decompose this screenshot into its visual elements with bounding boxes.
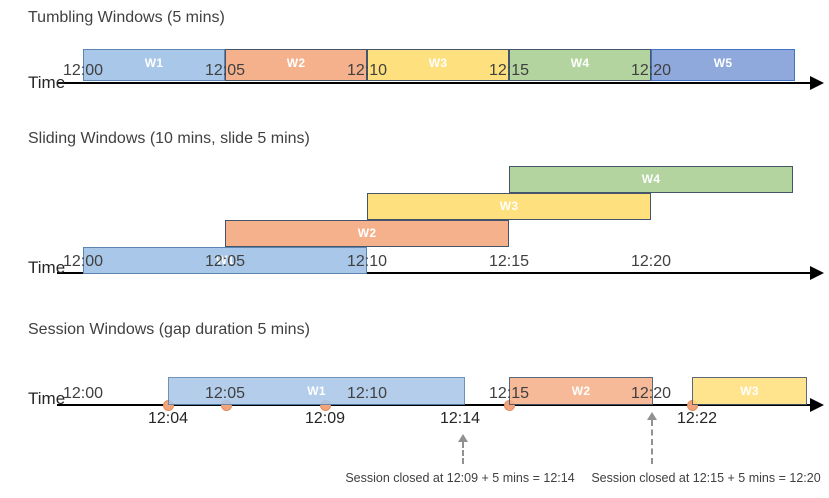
window-label: W1 bbox=[144, 56, 164, 70]
session-tick-1200: 12:00 bbox=[62, 385, 104, 402]
session-closed-annotation-2: Session closed at 12:15 + 5 mins = 12:20 bbox=[591, 471, 821, 485]
tumbling-time-axis bbox=[57, 81, 812, 84]
event-time-label-1222: 12:22 bbox=[676, 410, 718, 427]
session-window-box-w1: W1 bbox=[168, 377, 465, 405]
session-time-axis-label: Time bbox=[28, 389, 66, 408]
sliding-tick-1220: 12:20 bbox=[630, 253, 672, 270]
window-label: W2 bbox=[571, 384, 591, 398]
sliding-window-box-w1: W1 bbox=[83, 247, 367, 274]
window-label: W3 bbox=[428, 56, 448, 70]
sliding-axis-arrowhead-icon bbox=[810, 266, 824, 280]
window-label: W2 bbox=[357, 226, 377, 240]
tumbling-axis-arrowhead-icon bbox=[810, 76, 824, 90]
tumbling-tick-1210: 12:10 bbox=[346, 62, 388, 79]
session-window-box-w3: W3 bbox=[692, 377, 807, 405]
tumbling-window-box-w3: W3 bbox=[367, 49, 509, 81]
window-label: W1 bbox=[215, 253, 235, 267]
sliding-tick-1210: 12:10 bbox=[346, 253, 388, 270]
tumbling-window-box-w5: W5 bbox=[651, 49, 795, 81]
session-tick-1210: 12:10 bbox=[346, 385, 388, 402]
tumbling-tick-1200: 12:00 bbox=[62, 62, 104, 79]
window-label: W3 bbox=[740, 384, 759, 398]
sliding-time-axis-label: Time bbox=[28, 258, 66, 277]
sliding-time-axis bbox=[57, 271, 812, 274]
callout-arrowhead-icon bbox=[458, 434, 468, 442]
window-label: W4 bbox=[641, 172, 661, 186]
session-axis-arrowhead-icon bbox=[810, 398, 824, 412]
sliding-window-box-w3: W3 bbox=[367, 193, 651, 220]
session-tick-1215: 12:15 bbox=[488, 385, 530, 402]
sliding-window-box-w2: W2 bbox=[225, 220, 509, 247]
sliding-tick-1200: 12:00 bbox=[62, 253, 104, 270]
tumbling-tick-1205: 12:05 bbox=[204, 62, 246, 79]
sliding-window-box-w4: W4 bbox=[509, 166, 793, 193]
session-section-title: Session Windows (gap duration 5 mins) bbox=[28, 321, 310, 338]
window-label: W3 bbox=[499, 199, 519, 213]
tumbling-tick-1215: 12:15 bbox=[488, 62, 530, 79]
tumbling-window-box-w4: W4 bbox=[509, 49, 651, 81]
window-label: W4 bbox=[570, 56, 590, 70]
sliding-tick-1215: 12:15 bbox=[488, 253, 530, 270]
event-time-label-1214: 12:14 bbox=[439, 410, 481, 427]
sliding-section-title: Sliding Windows (10 mins, slide 5 mins) bbox=[28, 130, 310, 147]
callout-arrow-line bbox=[462, 442, 464, 464]
event-time-label-1204: 12:04 bbox=[147, 410, 189, 427]
tumbling-section-title: Tumbling Windows (5 mins) bbox=[28, 9, 225, 26]
session-closed-annotation-1: Session closed at 12:09 + 5 mins = 12:14 bbox=[345, 471, 575, 485]
sliding-tick-1205: 12:05 bbox=[204, 253, 246, 270]
event-time-label-1209: 12:09 bbox=[304, 410, 346, 427]
tumbling-window-box-w1: W1 bbox=[83, 49, 225, 81]
window-label: W2 bbox=[286, 56, 306, 70]
session-tick-1205: 12:05 bbox=[204, 385, 246, 402]
session-window-box-w2: W2 bbox=[509, 377, 653, 405]
session-tick-1220: 12:20 bbox=[630, 385, 672, 402]
window-label: W5 bbox=[713, 56, 733, 70]
window-label: W1 bbox=[307, 384, 326, 398]
tumbling-time-axis-label: Time bbox=[28, 73, 66, 92]
callout-arrowhead-icon bbox=[647, 412, 657, 420]
callout-arrow-line bbox=[651, 420, 653, 464]
tumbling-window-box-w2: W2 bbox=[225, 49, 367, 81]
tumbling-tick-1220: 12:20 bbox=[630, 62, 672, 79]
